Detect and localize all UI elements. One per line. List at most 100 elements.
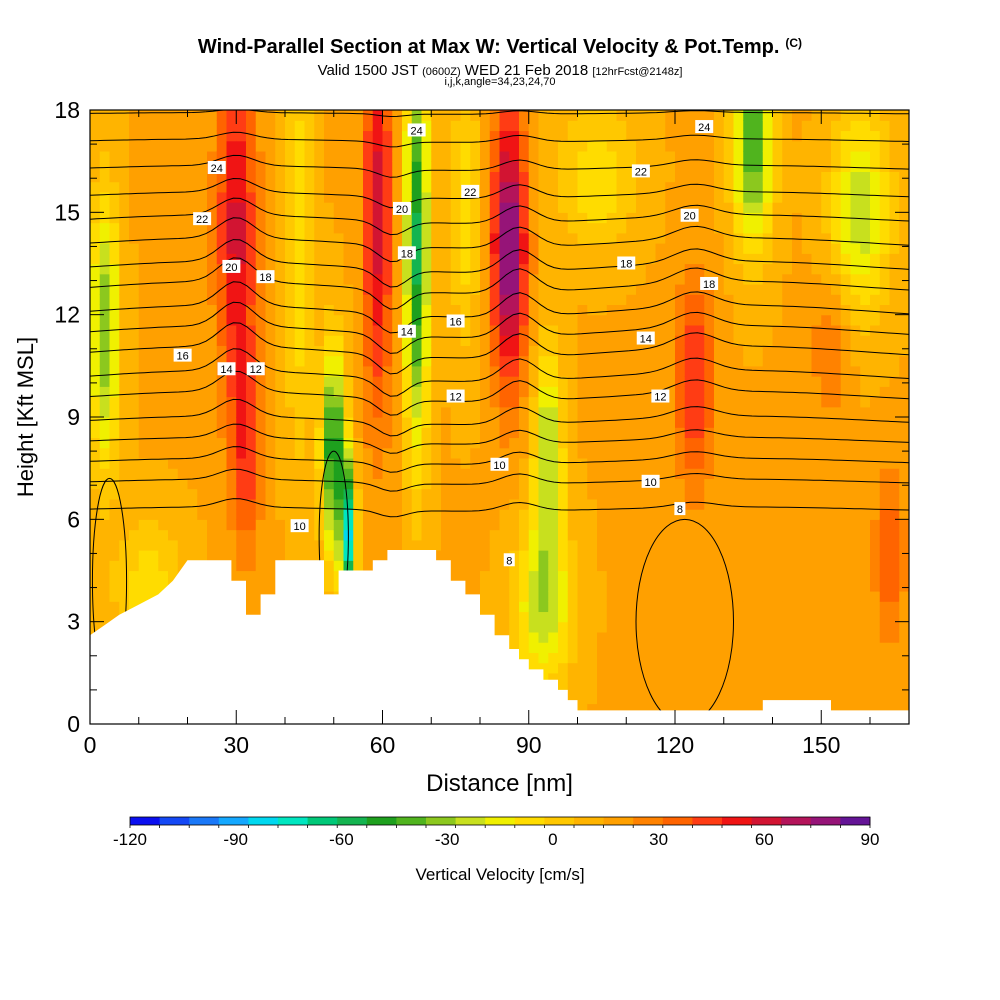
velocity-cell (606, 243, 618, 254)
velocity-cell (782, 509, 793, 520)
velocity-cell (704, 294, 715, 306)
velocity-cell (363, 140, 374, 152)
velocity-cell (138, 580, 150, 592)
velocity-cell (255, 457, 267, 469)
velocity-cell (236, 130, 247, 142)
velocity-cell (197, 314, 208, 326)
velocity-cell (538, 447, 549, 459)
velocity-cell (177, 519, 189, 531)
velocity-cell (275, 427, 286, 439)
velocity-cell (421, 539, 432, 551)
velocity-cell (275, 243, 286, 254)
velocity-cell (285, 324, 296, 336)
velocity-cell (801, 314, 813, 326)
velocity-cell (148, 110, 159, 121)
velocity-cell (870, 345, 881, 357)
velocity-cell (138, 202, 150, 213)
velocity-cell (509, 498, 520, 510)
velocity-cell (528, 386, 540, 398)
velocity-cell (811, 539, 822, 551)
velocity-cell (226, 150, 237, 162)
velocity-cell (109, 457, 120, 469)
velocity-cell (324, 488, 335, 500)
velocity-cell (489, 181, 501, 193)
velocity-cell (889, 335, 900, 346)
velocity-cell (236, 222, 247, 234)
velocity-cell (197, 468, 208, 479)
velocity-cell (801, 611, 813, 623)
velocity-cell (333, 324, 345, 336)
velocity-cell (255, 253, 267, 265)
velocity-cell (509, 457, 520, 469)
velocity-cell (236, 140, 247, 152)
velocity-cell (577, 703, 588, 715)
velocity-cell (441, 355, 452, 367)
velocity-cell (831, 437, 842, 449)
velocity-cell (792, 570, 803, 582)
velocity-cell (460, 314, 471, 326)
velocity-cell (158, 365, 169, 377)
velocity-cell (304, 314, 315, 326)
velocity-cell (879, 161, 891, 172)
velocity-cell (704, 560, 715, 572)
velocity-cell (831, 590, 842, 602)
velocity-cell (402, 386, 413, 398)
velocity-cell (480, 304, 491, 316)
velocity-cell (509, 478, 520, 490)
velocity-cell (372, 396, 384, 408)
velocity-cell (441, 191, 452, 203)
velocity-cell (606, 539, 618, 551)
velocity-cell (255, 150, 267, 162)
velocity-cell (753, 191, 764, 203)
velocity-cell (587, 703, 598, 715)
velocity-cell (694, 191, 705, 203)
velocity-cell (616, 161, 627, 172)
velocity-cell (129, 601, 140, 613)
velocity-cell (489, 263, 501, 275)
velocity-cell (801, 386, 813, 398)
velocity-cell (743, 120, 754, 132)
velocity-cell (860, 498, 871, 510)
velocity-cell (714, 601, 725, 613)
velocity-cell (519, 468, 530, 479)
velocity-cell (704, 140, 715, 152)
velocity-cell (255, 560, 267, 572)
velocity-cell (821, 355, 832, 367)
velocity-cell (255, 529, 267, 541)
velocity-cell (772, 150, 783, 162)
velocity-cell (587, 417, 598, 428)
velocity-cell (753, 140, 764, 152)
velocity-cell (684, 376, 696, 387)
velocity-cell (392, 243, 403, 254)
velocity-cell (626, 181, 637, 193)
velocity-cell (860, 621, 871, 633)
velocity-cell (392, 212, 403, 224)
velocity-cell (148, 509, 159, 520)
velocity-cell (558, 662, 569, 674)
velocity-cell (119, 222, 130, 234)
velocity-cell (753, 683, 764, 694)
velocity-cell (870, 447, 881, 459)
velocity-cell (363, 519, 374, 531)
velocity-cell (860, 519, 871, 531)
velocity-cell (509, 324, 520, 336)
velocity-cell (119, 324, 130, 336)
velocity-cell (577, 662, 588, 674)
velocity-cell (684, 253, 696, 265)
velocity-cell (236, 560, 247, 572)
velocity-cell (304, 120, 315, 132)
velocity-cell (636, 693, 647, 705)
velocity-cell (129, 417, 140, 428)
velocity-cell (821, 683, 832, 694)
velocity-cell (460, 560, 471, 572)
velocity-cell (333, 253, 345, 265)
velocity-cell (226, 324, 237, 336)
velocity-cell (480, 570, 491, 582)
velocity-cell (567, 601, 579, 613)
velocity-cell (246, 406, 257, 418)
velocity-cell (675, 222, 686, 234)
velocity-cell (587, 672, 598, 684)
velocity-cell (655, 590, 666, 602)
velocity-cell (294, 355, 306, 367)
velocity-cell (548, 539, 559, 551)
